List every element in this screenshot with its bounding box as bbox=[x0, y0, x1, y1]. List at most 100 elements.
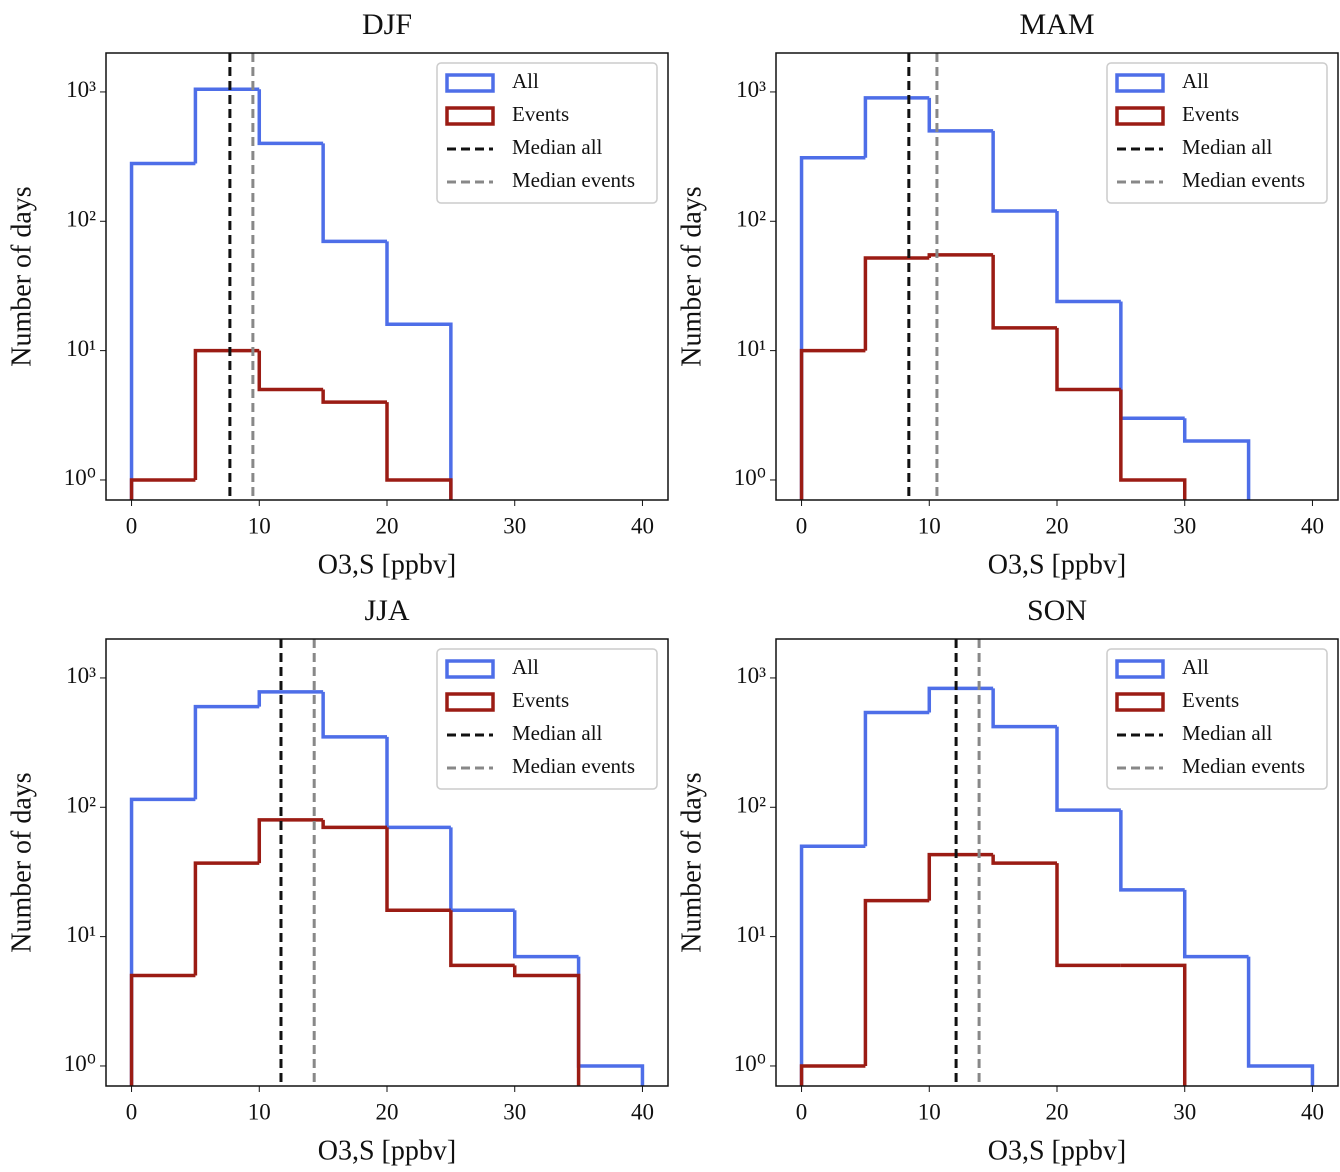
histogram-bin bbox=[129, 797, 196, 1086]
y-axis-label: Number of days bbox=[676, 186, 707, 366]
legend-label: Median all bbox=[1182, 135, 1273, 159]
plot-frame bbox=[775, 52, 1339, 501]
x-tick-label: 30 bbox=[1173, 1099, 1196, 1124]
histogram-bin bbox=[321, 691, 387, 739]
x-tick-label: 30 bbox=[503, 513, 526, 538]
legend-swatch bbox=[1115, 692, 1165, 712]
histogram-bin bbox=[1246, 956, 1315, 1086]
histogram-bin bbox=[991, 254, 1057, 330]
y-tick-label: 10² bbox=[66, 207, 96, 232]
legend-label: Events bbox=[1182, 102, 1239, 126]
histogram-bin bbox=[991, 130, 1057, 213]
legend-label: Median all bbox=[512, 135, 603, 159]
x-tick-label: 40 bbox=[631, 1099, 654, 1124]
x-tick-label: 10 bbox=[248, 1099, 271, 1124]
histogram-bin bbox=[257, 89, 324, 146]
x-tick-label: 20 bbox=[1046, 513, 1069, 538]
histogram-bin bbox=[1119, 389, 1187, 500]
x-tick-label: 10 bbox=[918, 1099, 941, 1124]
y-axis-label: Number of days bbox=[6, 772, 37, 952]
histogram-bin bbox=[449, 827, 515, 912]
x-tick-label: 40 bbox=[1301, 513, 1324, 538]
legend-label: Events bbox=[512, 102, 569, 126]
histogram-bin bbox=[799, 844, 866, 1086]
histogram-bin bbox=[321, 143, 387, 244]
y-tick-label: 10² bbox=[66, 793, 96, 818]
histogram-bin bbox=[799, 155, 866, 500]
histogram-bin bbox=[1182, 889, 1249, 959]
histogram-bin bbox=[129, 478, 196, 500]
histogram-bin bbox=[1055, 211, 1121, 304]
histogram-bin bbox=[129, 973, 196, 1086]
y-tick-label: 10³ bbox=[736, 77, 766, 102]
histogram-bin bbox=[385, 241, 453, 500]
legend-box bbox=[436, 62, 658, 204]
y-tick-label: 10² bbox=[736, 207, 766, 232]
legend-label: All bbox=[512, 69, 539, 93]
histogram-bin bbox=[991, 854, 1057, 865]
chart-title: MAM bbox=[1019, 8, 1094, 41]
histogram-bin bbox=[1055, 726, 1121, 812]
y-tick-label: 10¹ bbox=[736, 336, 766, 361]
histogram-bin bbox=[863, 256, 930, 351]
y-tick-label: 10³ bbox=[736, 663, 766, 688]
histogram-bin bbox=[799, 1064, 866, 1086]
y-tick-label: 10¹ bbox=[66, 336, 96, 361]
x-tick-label: 30 bbox=[1173, 513, 1196, 538]
legend-label: Median events bbox=[1182, 754, 1305, 778]
legend-swatch bbox=[445, 659, 495, 679]
plot-frame bbox=[105, 52, 669, 501]
histogram-bin bbox=[1119, 301, 1185, 421]
legend-label: Median all bbox=[1182, 721, 1273, 745]
legend-box bbox=[436, 648, 658, 790]
x-tick-label: 0 bbox=[126, 1099, 138, 1124]
legend-swatch bbox=[445, 692, 495, 712]
x-axis-label: O3,S [ppbv] bbox=[318, 549, 456, 580]
x-axis-label: O3,S [ppbv] bbox=[318, 1135, 456, 1166]
histogram-bin bbox=[576, 956, 645, 1086]
histogram-bin bbox=[927, 686, 994, 713]
histogram-bin bbox=[257, 818, 324, 864]
x-tick-label: 0 bbox=[796, 513, 808, 538]
histogram-bin bbox=[927, 253, 994, 259]
histogram-bin bbox=[863, 898, 930, 1066]
legend-box bbox=[1106, 648, 1328, 790]
y-tick-label: 10⁰ bbox=[64, 1051, 96, 1076]
plot-frame bbox=[775, 638, 1339, 1087]
histogram-bin bbox=[257, 350, 324, 392]
y-axis-label: Number of days bbox=[676, 772, 707, 952]
y-axis-label: Number of days bbox=[6, 186, 37, 366]
x-axis-label: O3,S [ppbv] bbox=[988, 1135, 1126, 1166]
legend-label: Median events bbox=[512, 754, 635, 778]
histogram-bin bbox=[863, 710, 930, 847]
legend-swatch bbox=[445, 73, 495, 93]
y-tick-label: 10⁰ bbox=[734, 1051, 766, 1076]
x-tick-label: 0 bbox=[126, 513, 138, 538]
legend-swatch bbox=[1115, 73, 1165, 93]
legend-box bbox=[1106, 62, 1328, 204]
histogram-bin bbox=[799, 348, 866, 500]
x-tick-label: 40 bbox=[1301, 1099, 1324, 1124]
histogram-bin bbox=[1055, 863, 1121, 968]
histogram-bin bbox=[321, 389, 387, 404]
histogram-bin bbox=[193, 861, 260, 976]
legend-label: All bbox=[1182, 69, 1209, 93]
legend-label: All bbox=[1182, 655, 1209, 679]
histogram-bin bbox=[512, 965, 581, 1086]
y-tick-label: 10⁰ bbox=[734, 465, 766, 490]
y-tick-label: 10² bbox=[736, 793, 766, 818]
legend-label: Events bbox=[512, 688, 569, 712]
legend-label: Median events bbox=[1182, 168, 1305, 192]
x-axis-label: O3,S [ppbv] bbox=[988, 549, 1126, 580]
histogram-bin bbox=[1120, 963, 1187, 1086]
chart-title: SON bbox=[1027, 594, 1087, 627]
chart-title: JJA bbox=[364, 594, 409, 627]
histogram-bin bbox=[385, 402, 453, 500]
x-tick-label: 0 bbox=[796, 1099, 808, 1124]
legend-label: Median all bbox=[512, 721, 603, 745]
x-tick-label: 20 bbox=[376, 513, 399, 538]
legend-swatch bbox=[1115, 659, 1165, 679]
x-tick-label: 20 bbox=[1046, 1099, 1069, 1124]
histogram-bin bbox=[193, 704, 260, 800]
histogram-bin bbox=[1182, 418, 1251, 500]
